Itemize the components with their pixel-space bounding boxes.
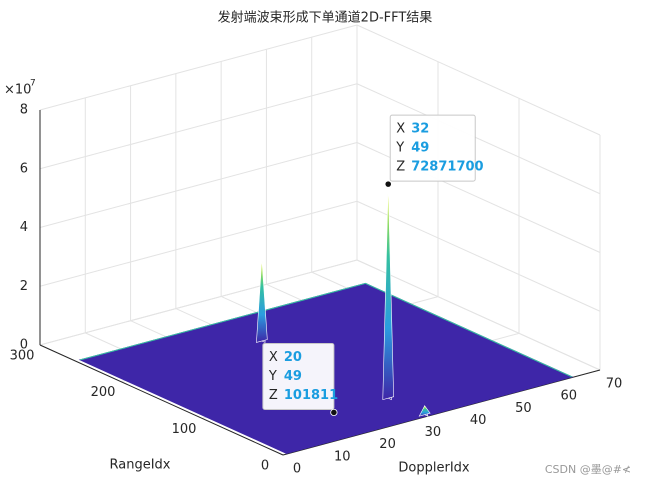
grid-line: [39, 83, 358, 170]
x-tick-label: 70: [606, 377, 623, 392]
datatip-value: 49: [411, 141, 429, 156]
datatip-key: X: [396, 122, 405, 137]
x-axis-label: DopplerIdx: [398, 461, 470, 476]
z-tick-label: 0: [20, 338, 28, 353]
peak: [382, 184, 394, 401]
x-tick-label: 50: [515, 401, 532, 416]
grid-line: [39, 200, 358, 287]
grid-line: [356, 259, 601, 371]
grid-line: [356, 83, 601, 195]
axis-line: [282, 369, 601, 456]
peak: [418, 405, 431, 417]
grid-line: [39, 24, 358, 111]
x-tick-label: 30: [425, 425, 442, 440]
y-tick-label: 0: [261, 459, 269, 474]
grid-line: [356, 24, 601, 136]
grid-line: [39, 142, 358, 228]
datatip-box: [262, 342, 335, 410]
grid-line: [39, 259, 358, 346]
datatip-marker: [330, 408, 338, 417]
datatip-value: 49: [284, 369, 302, 384]
y-axis-label: RangeIdx: [110, 458, 171, 473]
axis-line: [39, 344, 284, 456]
x-tick-label: 10: [334, 449, 351, 464]
peak-face: [256, 258, 268, 343]
datatip-key: X: [269, 350, 278, 365]
datatip-key: Y: [395, 141, 404, 156]
z-tick-label: 2: [20, 279, 28, 294]
x-tick-label: 60: [560, 389, 577, 404]
datatip-key: Z: [396, 160, 405, 175]
datatip-value: 20: [284, 350, 302, 365]
watermark: CSDN @墨@#≮: [545, 463, 631, 476]
y-tick-label: 300: [10, 349, 35, 364]
z-scale-power: 7: [30, 79, 36, 89]
x-tick-label: 20: [379, 437, 396, 452]
datatip-value: 101811: [284, 388, 338, 403]
surface-edge: [80, 282, 573, 378]
z-tick-label: 4: [20, 220, 28, 235]
peak-face: [382, 184, 394, 401]
z-scale-base: ×10: [4, 83, 31, 98]
peak-face: [418, 405, 431, 417]
datatip-value: 32: [411, 122, 429, 137]
datatip-key: Z: [269, 388, 278, 403]
datatip-marker: [384, 180, 392, 188]
z-tick-label: 8: [20, 103, 28, 118]
datatip-key: Y: [268, 369, 277, 384]
x-tick-label: 0: [293, 462, 301, 477]
datatip-box: [389, 114, 476, 182]
y-tick-label: 100: [172, 422, 197, 437]
peak: [256, 258, 268, 343]
datatip-value: 72871700: [411, 160, 483, 175]
x-tick-label: 40: [470, 413, 487, 428]
z-tick-label: 6: [20, 161, 28, 176]
grid-line: [356, 200, 601, 312]
chart-title: 发射端波束形成下单通道2D-FFT结果: [218, 10, 433, 26]
y-tick-label: 200: [91, 385, 116, 400]
